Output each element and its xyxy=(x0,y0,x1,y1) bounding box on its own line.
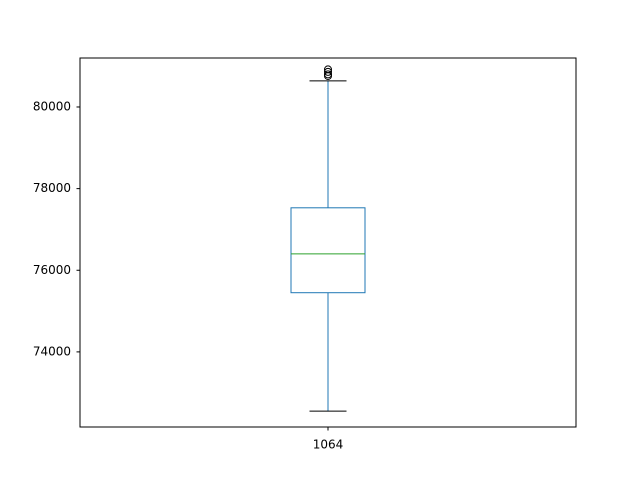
axes-frame xyxy=(79,57,577,428)
y-tick-label: 78000 xyxy=(33,181,71,195)
interquartile-box xyxy=(290,207,366,294)
outlier-point xyxy=(324,70,332,79)
box-layer xyxy=(290,65,366,412)
y-axis-ticks: 74000 76000 78000 80000 xyxy=(33,99,80,358)
y-tick-label: 76000 xyxy=(33,263,71,277)
outlier-point xyxy=(324,65,332,74)
y-tick-label: 80000 xyxy=(33,99,71,113)
x-tick-label: 1064 xyxy=(313,438,344,452)
outlier-point xyxy=(324,67,332,76)
y-tick-label: 74000 xyxy=(33,344,71,358)
x-axis-ticks: 1064 xyxy=(313,427,344,452)
